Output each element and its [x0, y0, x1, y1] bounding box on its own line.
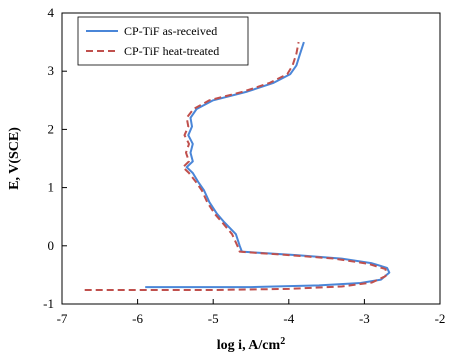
x-tick-label: -6	[132, 311, 143, 326]
x-tick-label: -3	[359, 311, 370, 326]
x-tick-label: -7	[57, 311, 68, 326]
axis-ticks: -7 -6 -5 -4 -3 -2 -1 0 1 2 3 4	[43, 5, 445, 326]
x-tick-label: -5	[208, 311, 219, 326]
x-axis-title-superscript: 2	[280, 336, 285, 347]
x-tick-label: -4	[283, 311, 294, 326]
y-axis-title: E, V(SCE)	[7, 127, 22, 190]
y-tick-label: 1	[48, 180, 55, 195]
y-tick-label: 0	[48, 238, 55, 253]
y-tick-label: 4	[48, 5, 55, 20]
series-line-heat-treated	[84, 41, 387, 291]
legend: CP-TiF as-received CP-TiF heat-treated	[77, 16, 249, 66]
series-layer	[84, 41, 391, 291]
series-line-as-received	[145, 41, 391, 289]
x-tick-label: -2	[435, 311, 446, 326]
x-axis-title: log i, A/cm2	[217, 336, 285, 353]
y-tick-label: 2	[48, 121, 55, 136]
legend-box	[77, 16, 249, 66]
legend-label-heat-treated: CP-TiF heat-treated	[124, 44, 219, 58]
legend-label-as-received: CP-TiF as-received	[124, 24, 217, 38]
y-tick-label: 3	[48, 63, 55, 78]
y-tick-label: -1	[43, 296, 54, 311]
x-axis-title-text: log i, A/cm	[217, 338, 281, 353]
